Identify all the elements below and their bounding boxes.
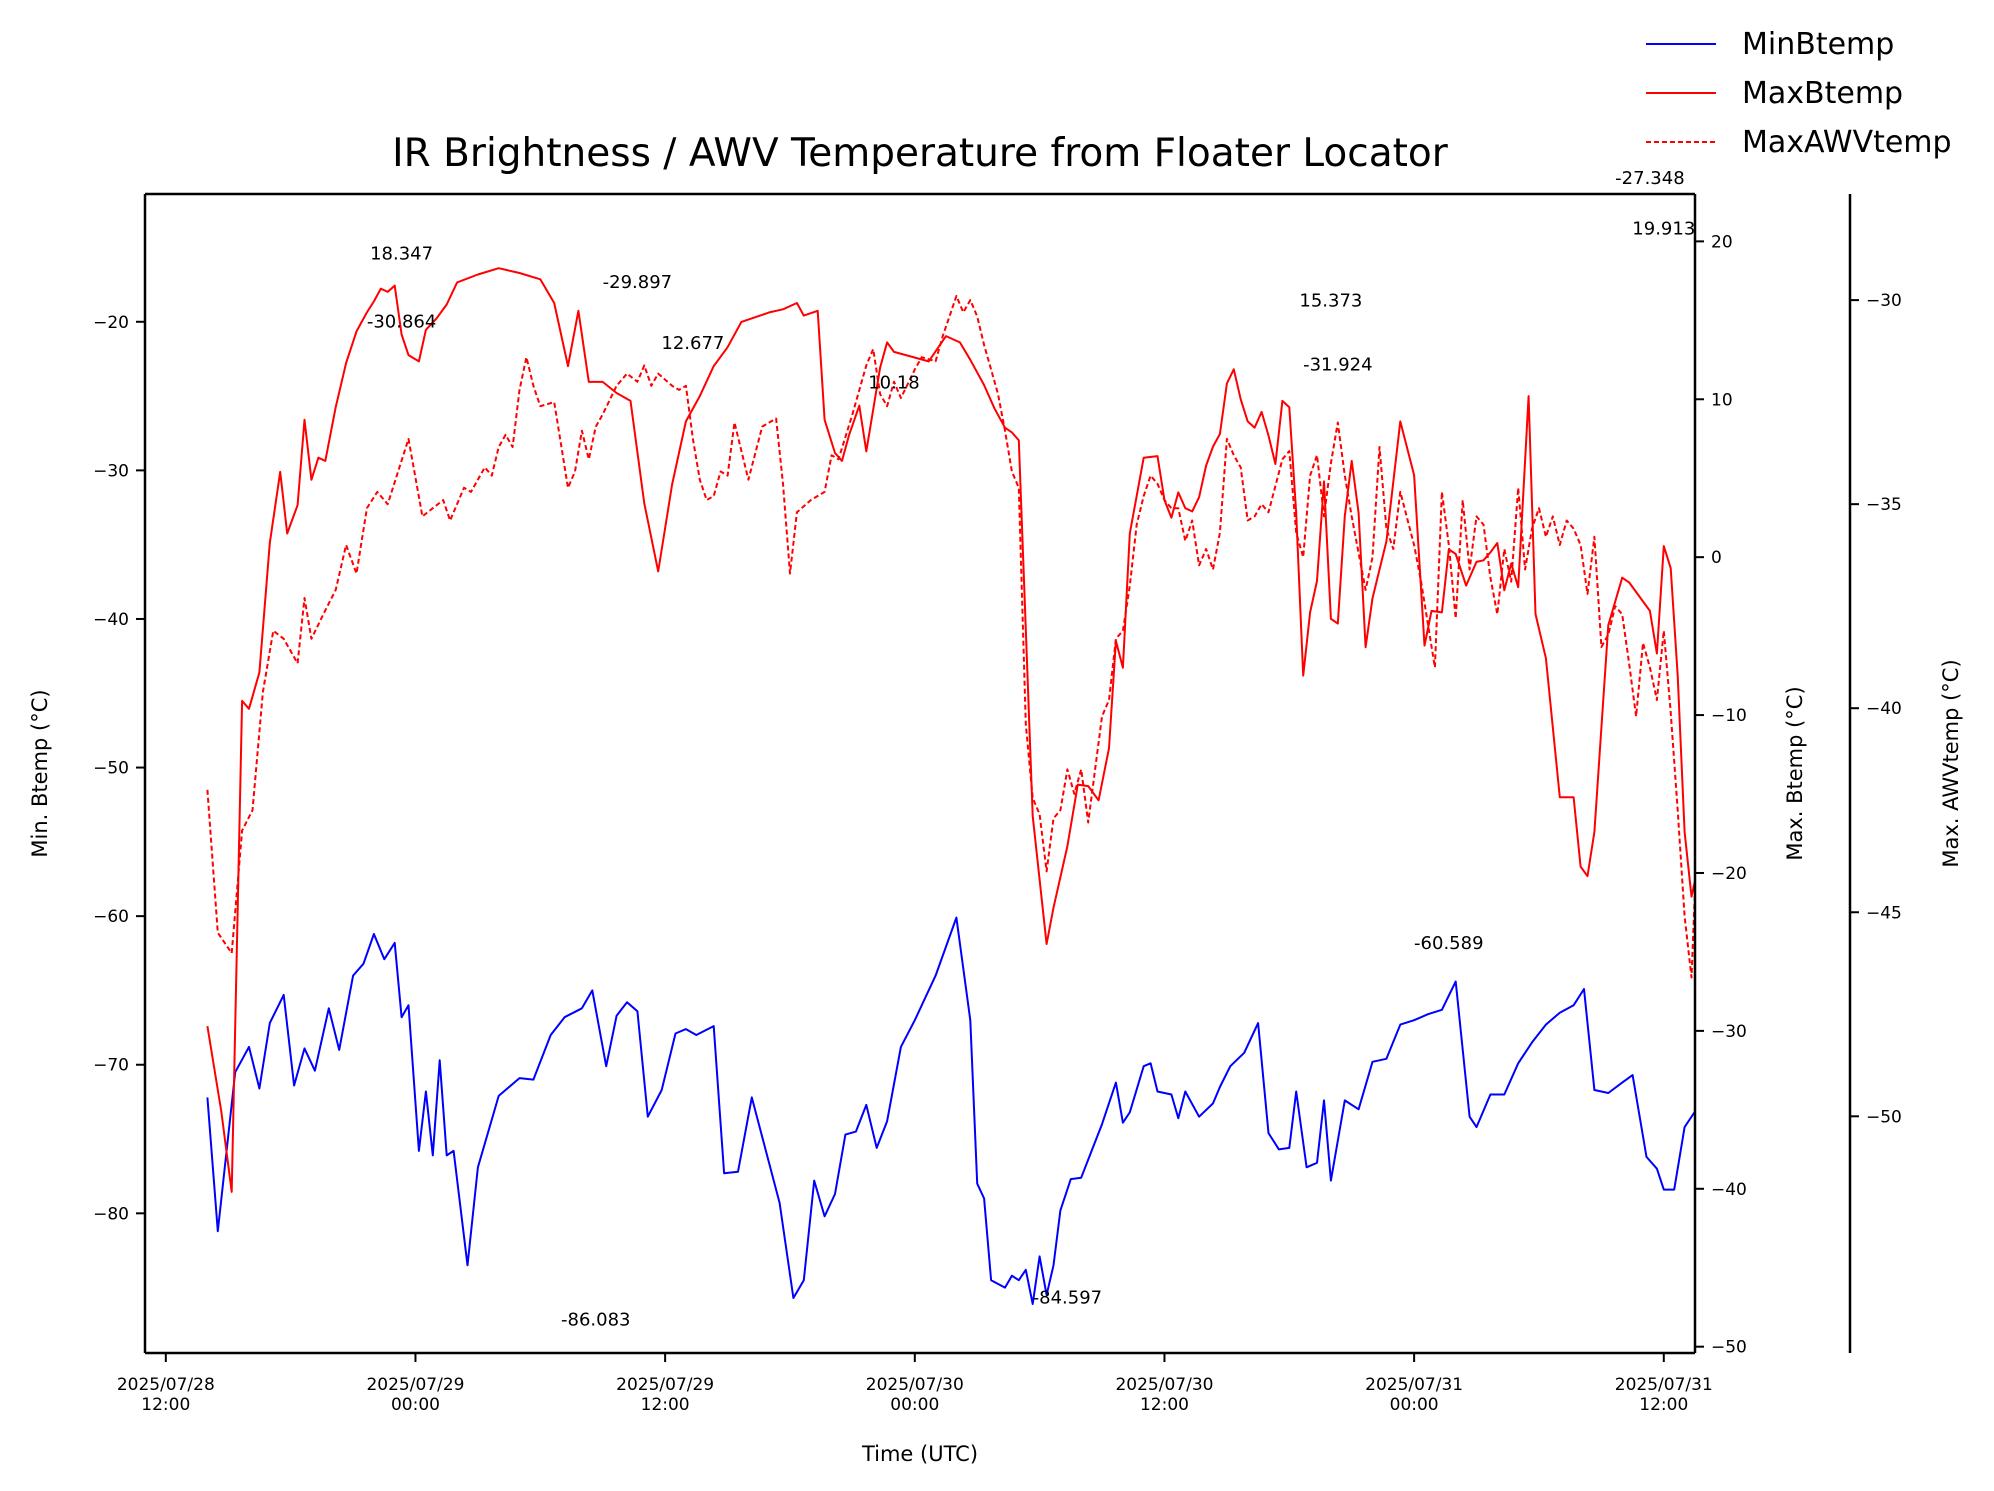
legend: MinBtemp MaxBtemp MaxAWVtemp (1646, 27, 1952, 160)
y-right1-tick-label: −50 (1711, 1338, 1747, 1358)
y-left-tick-label: −80 (93, 1204, 129, 1224)
y-right2-tick-label: −35 (1866, 495, 1902, 515)
y-right2-tick-label: −50 (1866, 1107, 1902, 1127)
x-tick-label: 12:00 (641, 1395, 690, 1415)
data-annotation: -60.589 (1414, 933, 1483, 954)
y-left-tick-label: −70 (93, 1056, 129, 1076)
legend-label-minbtemp: MinBtemp (1742, 27, 1894, 62)
x-tick-label: 12:00 (1639, 1395, 1688, 1415)
data-annotation: -29.897 (603, 272, 672, 293)
x-tick-label: 00:00 (1390, 1395, 1439, 1415)
series-line-maxbtemp (206, 267, 1695, 1193)
y-left-axis-title: Min. Btemp (°C) (28, 689, 52, 857)
series-line-maxawvtemp (206, 295, 1695, 979)
data-annotation: 10.18 (868, 372, 920, 393)
y-right1-tick-label: −20 (1711, 864, 1747, 884)
data-annotation: 18.347 (370, 243, 433, 264)
y-right1-tick-label: −10 (1711, 706, 1747, 726)
x-tick-label: 12:00 (141, 1395, 190, 1415)
y-right2-tick-label: −45 (1866, 903, 1902, 923)
y-left-tick-label: −60 (93, 907, 129, 927)
x-tick-label: 2025/07/28 (117, 1375, 215, 1395)
legend-label-maxawvtemp: MaxAWVtemp (1742, 125, 1952, 160)
y-right1-tick-label: 20 (1711, 232, 1733, 252)
data-annotation: -30.864 (367, 311, 436, 332)
x-tick-label: 2025/07/30 (866, 1375, 964, 1395)
x-tick-label: 00:00 (391, 1395, 440, 1415)
y-right1-tick-label: −30 (1711, 1022, 1747, 1042)
x-tick-label: 00:00 (890, 1395, 939, 1415)
y-right2-tick-label: −30 (1866, 291, 1902, 311)
data-annotation: 15.373 (1299, 290, 1362, 311)
y-right1-tick-label: −40 (1711, 1180, 1747, 1200)
y-right1-tick-label: 10 (1711, 390, 1733, 410)
data-annotation: 19.913 (1632, 219, 1695, 240)
annotations: 18.347 -30.864 -29.897 12.677 10.18 -86.083 -8… (367, 168, 1695, 1331)
y-left-tick-label: −50 (93, 759, 129, 779)
y-left-tick-label: −30 (93, 461, 129, 481)
x-tick-label: 2025/07/30 (1115, 1375, 1213, 1395)
data-annotation: -84.597 (1033, 1288, 1102, 1309)
y-right2-tick-label: −40 (1866, 699, 1902, 719)
y-right1-axis-title: Max. Btemp (°C) (1783, 686, 1807, 860)
x-tick-label: 2025/07/29 (366, 1375, 464, 1395)
y-left-tick-label: −20 (93, 313, 129, 333)
y-right1-tick-label: 0 (1711, 548, 1722, 568)
y-right2-axis-title: Max. AWVtemp (°C) (1939, 659, 1963, 867)
data-annotation: -31.924 (1303, 355, 1372, 376)
x-axis-title: Time (UTC) (861, 1442, 978, 1466)
x-tick-label: 2025/07/29 (616, 1375, 714, 1395)
y-left-tick-label: −40 (93, 610, 129, 630)
series-line-minbtemp (206, 916, 1695, 1305)
axes: 2025/07/2812:002025/07/2900:002025/07/29… (28, 192, 1963, 1466)
x-tick-label: 2025/07/31 (1365, 1375, 1463, 1395)
legend-label-maxbtemp: MaxBtemp (1742, 76, 1903, 111)
plot-area (206, 267, 1695, 1305)
data-annotation: -27.348 (1615, 168, 1684, 189)
x-tick-label: 12:00 (1140, 1395, 1189, 1415)
chart-title: IR Brightness / AWV Temperature from Flo… (392, 131, 1449, 176)
data-annotation: 12.677 (661, 333, 724, 354)
x-tick-label: 2025/07/31 (1615, 1375, 1713, 1395)
data-annotation: -86.083 (561, 1310, 630, 1331)
